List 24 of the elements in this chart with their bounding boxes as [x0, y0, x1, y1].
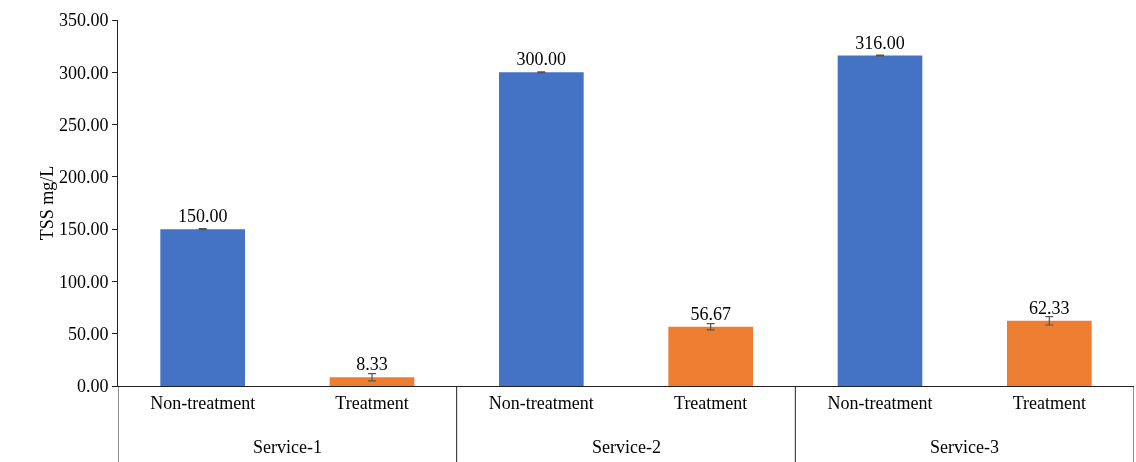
- y-tick-label: 250.00: [58, 114, 109, 135]
- data-label: 316.00: [855, 32, 905, 53]
- y-tick-label: 350.00: [58, 10, 109, 31]
- data-label: 300.00: [516, 49, 567, 70]
- y-tick-label: 200.00: [58, 167, 109, 188]
- x-tick-label: Non-treatment: [488, 392, 594, 413]
- text: Service-2: [592, 437, 661, 457]
- x-tick-label: Non-treatment: [150, 392, 256, 413]
- y-tick-label: 0.00: [76, 376, 109, 397]
- y-tick-label: 100.00: [58, 271, 109, 292]
- y-tick-label: 50.00: [67, 324, 109, 345]
- y-tick-label: 150.00: [58, 219, 109, 240]
- data-label: 62.33: [1029, 297, 1070, 318]
- data-label: 8.33: [356, 354, 388, 375]
- x-tick-label: Treatment: [1012, 392, 1086, 413]
- x-tick-label: Treatment: [674, 392, 748, 413]
- data-label: 150.00: [177, 206, 228, 227]
- x-tick-label: Treatment: [335, 392, 409, 413]
- text: Service-3: [930, 437, 999, 457]
- data-label: 56.67: [690, 303, 731, 324]
- y-axis-title: TSS mg/L: [36, 165, 57, 241]
- x-tick-label: Non-treatment: [827, 392, 933, 413]
- text: Service-1: [253, 437, 322, 457]
- y-tick-label: 300.00: [58, 62, 109, 83]
